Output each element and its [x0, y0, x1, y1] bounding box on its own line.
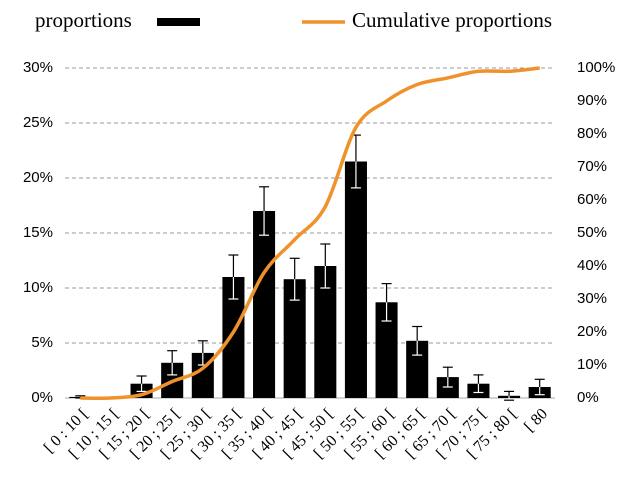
y2-tick-label: 100%	[577, 59, 615, 76]
x-tick-label: [ 80	[521, 405, 551, 435]
y2-tick-label: 10%	[577, 356, 607, 373]
y-tick-label: 15%	[23, 224, 53, 241]
y2-tick-label: 60%	[577, 191, 607, 208]
y-tick-label: 0%	[31, 389, 53, 406]
y2-tick-label: 50%	[577, 224, 607, 241]
bar	[283, 279, 306, 398]
bar	[375, 302, 398, 398]
y-tick-label: 5%	[31, 334, 53, 351]
y2-tick-label: 0%	[577, 389, 599, 406]
y-tick-label: 25%	[23, 114, 53, 131]
y2-tick-label: 40%	[577, 257, 607, 274]
bar	[406, 340, 429, 398]
y2-tick-label: 20%	[577, 323, 607, 340]
y-tick-label: 20%	[23, 169, 53, 186]
y-tick-label: 30%	[23, 59, 53, 76]
y2-tick-label: 90%	[577, 92, 607, 109]
legend-label: Cumulative proportions	[352, 8, 552, 32]
bar	[253, 211, 276, 398]
legend-label: proportions	[35, 8, 132, 32]
y2-tick-label: 70%	[577, 158, 607, 175]
bar	[344, 161, 367, 398]
y-tick-label: 10%	[23, 279, 53, 296]
cumulative-line	[80, 66, 540, 400]
y2-tick-label: 30%	[577, 290, 607, 307]
bar	[222, 277, 245, 398]
y2-tick-label: 80%	[577, 125, 607, 142]
legend-swatch	[157, 18, 200, 26]
bar	[314, 266, 337, 398]
